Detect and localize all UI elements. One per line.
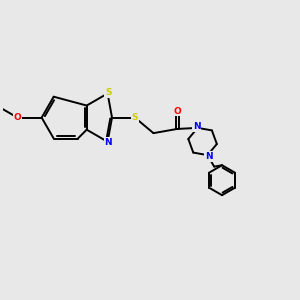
Text: O: O xyxy=(14,113,21,122)
Text: N: N xyxy=(193,122,200,131)
Text: O: O xyxy=(173,107,181,116)
Text: S: S xyxy=(105,88,111,98)
Text: N: N xyxy=(205,152,212,161)
Text: N: N xyxy=(104,138,112,147)
Text: S: S xyxy=(132,113,138,122)
